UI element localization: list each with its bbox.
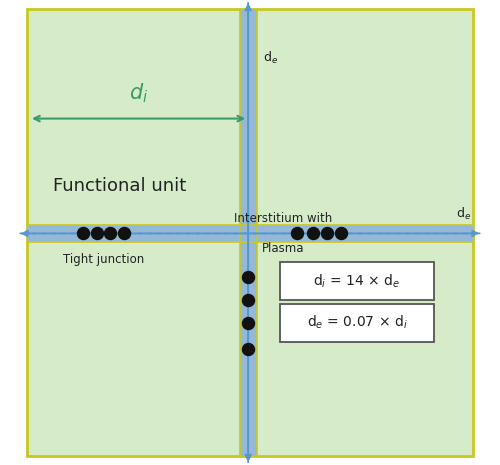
Point: [78, 230, 86, 237]
Point: [292, 230, 300, 237]
Point: [244, 345, 252, 352]
Point: [120, 230, 128, 237]
Text: d$_i$ = 14 × d$_e$: d$_i$ = 14 × d$_e$: [314, 272, 400, 290]
Text: Interstitium with: Interstitium with: [234, 212, 332, 225]
Text: d$_e$: d$_e$: [264, 50, 278, 66]
Text: d$_e$ = 0.07 × d$_i$: d$_e$ = 0.07 × d$_i$: [306, 314, 408, 332]
Text: Tight junction: Tight junction: [63, 253, 144, 266]
Text: d$_i$: d$_i$: [129, 81, 148, 105]
Bar: [27, 225, 473, 242]
Point: [244, 296, 252, 304]
Text: Functional unit: Functional unit: [53, 177, 186, 195]
Point: [309, 230, 317, 237]
Point: [92, 230, 100, 237]
Point: [106, 230, 114, 237]
Text: d$_e$: d$_e$: [456, 206, 471, 222]
Bar: [280, 304, 434, 342]
Point: [336, 230, 344, 237]
Bar: [280, 262, 434, 300]
Point: [244, 319, 252, 327]
Text: Plasma: Plasma: [262, 242, 304, 255]
Point: [322, 230, 330, 237]
Bar: [240, 9, 256, 456]
Point: [244, 273, 252, 280]
